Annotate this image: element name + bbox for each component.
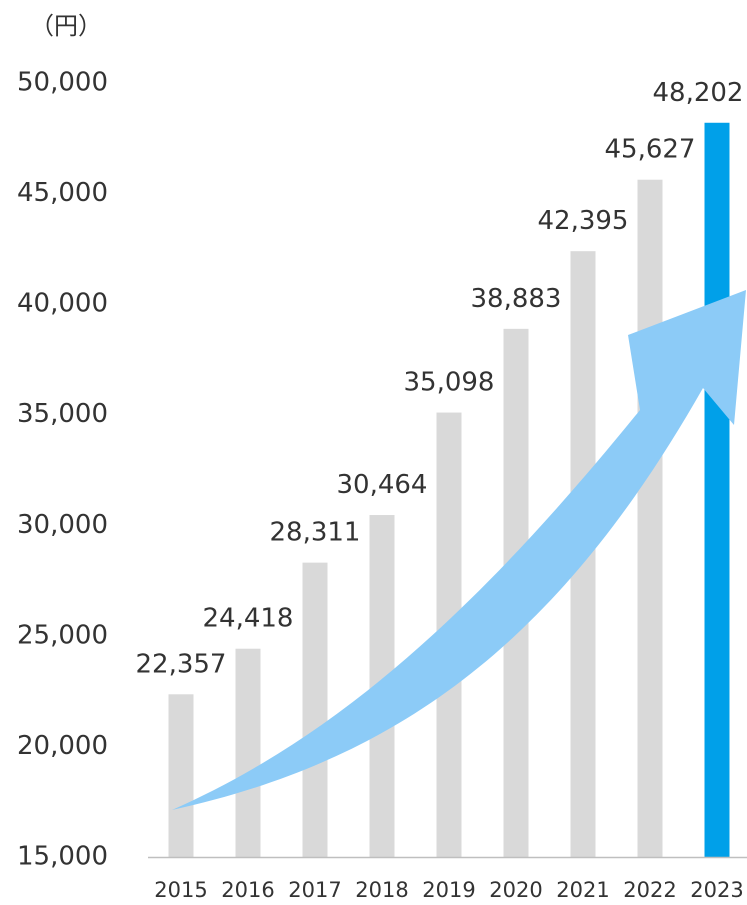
y-tick-label: 25,000 (17, 620, 108, 650)
x-axis-ticks: 2015 2016 2017 2018 2019 2020 2021 2022 2023 (154, 878, 743, 902)
data-label-2017: 28,311 (270, 518, 361, 548)
bar-2015 (168, 694, 194, 857)
bar-2017 (302, 562, 328, 857)
data-label-2019: 35,098 (404, 368, 495, 398)
x-tick-label-2022: 2022 (623, 878, 676, 902)
x-tick-label-2018: 2018 (355, 878, 408, 902)
x-tick-label-2015: 2015 (154, 878, 207, 902)
x-tick-label-2021: 2021 (556, 878, 609, 902)
y-tick-label: 50,000 (17, 68, 108, 98)
x-tick-label-2017: 2017 (288, 878, 341, 902)
bar-series (168, 122, 730, 858)
data-label-2023: 48,202 (653, 78, 744, 108)
bar-2016 (235, 648, 261, 857)
data-label-2016: 24,418 (203, 604, 294, 634)
data-labels: 22,357 24,418 28,311 30,464 35,098 38,883 42,3… (136, 78, 744, 680)
x-tick-label-2016: 2016 (221, 878, 274, 902)
data-label-2022: 45,627 (605, 135, 696, 165)
x-tick-label-2023: 2023 (690, 878, 743, 902)
y-tick-label: 30,000 (17, 510, 108, 540)
y-tick-label: 40,000 (17, 289, 108, 319)
y-axis-ticks: 15,000 20,000 25,000 30,000 35,000 40,000 45,0… (17, 68, 108, 872)
y-axis-unit-label: （円） (30, 12, 102, 40)
bar-2023 (704, 122, 730, 858)
y-tick-label: 45,000 (17, 178, 108, 208)
bar-2022 (637, 179, 663, 858)
y-tick-label: 35,000 (17, 399, 108, 429)
x-tick-label-2020: 2020 (489, 878, 542, 902)
x-tick-label-2019: 2019 (422, 878, 475, 902)
data-label-2021: 42,395 (538, 206, 629, 236)
data-label-2015: 22,357 (136, 649, 227, 679)
growth-arrow-icon (172, 290, 746, 810)
data-label-2018: 30,464 (337, 470, 428, 500)
y-tick-label: 15,000 (17, 842, 108, 872)
y-tick-label: 20,000 (17, 731, 108, 761)
data-label-2020: 38,883 (471, 284, 562, 314)
